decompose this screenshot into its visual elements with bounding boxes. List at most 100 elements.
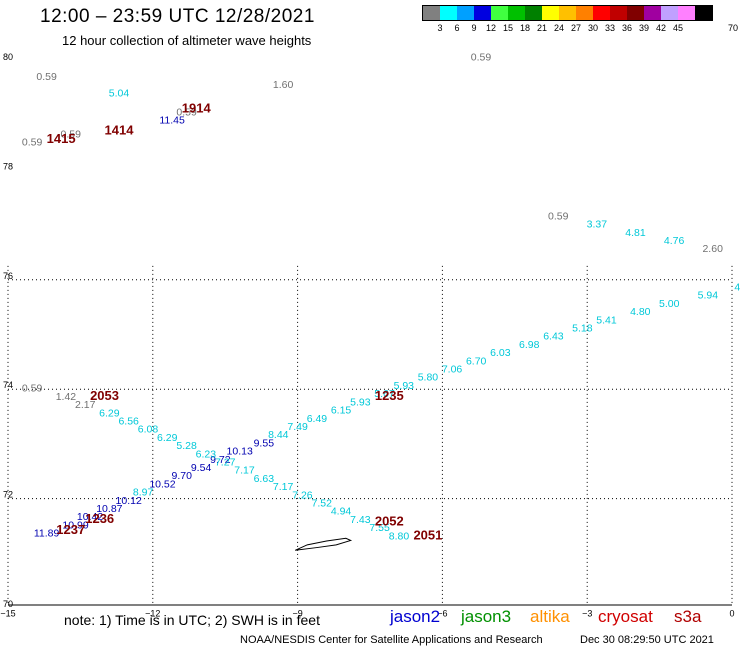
utc-time-label: 1414 bbox=[105, 123, 135, 138]
credit-line: NOAA/NESDIS Center for Satellite Applica… bbox=[240, 634, 543, 646]
legend-swatch bbox=[559, 6, 576, 20]
legend-label: 21 bbox=[536, 23, 548, 33]
swh-value: 2.17 bbox=[75, 399, 96, 411]
swh-value: 5.18 bbox=[572, 323, 593, 335]
legend-label: 3 bbox=[437, 23, 443, 33]
swh-value: 5.41 bbox=[596, 314, 617, 326]
swh-value: 6.29 bbox=[157, 432, 178, 444]
lat-tick-label: 70 bbox=[3, 599, 13, 609]
swh-value: 7.43 bbox=[350, 514, 371, 526]
swh-value: 3.37 bbox=[587, 219, 608, 231]
utc-time-label: 1235 bbox=[375, 388, 404, 403]
swh-value: 7.17 bbox=[234, 465, 255, 477]
satellite-jason2: jason2 bbox=[390, 607, 441, 626]
lat-tick-label: 74 bbox=[3, 380, 13, 390]
generated-timestamp: Dec 30 08:29:50 UTC 2021 bbox=[580, 634, 714, 646]
lon-tick-label: −3 bbox=[582, 608, 592, 618]
legend-swatch bbox=[491, 6, 508, 20]
legend-unit: 70 (ft) bbox=[728, 23, 740, 33]
legend-swatch bbox=[508, 6, 525, 20]
legend-label: 39 bbox=[638, 23, 650, 33]
swh-value: 11.45 bbox=[159, 115, 185, 127]
swh-value: 9.70 bbox=[172, 470, 193, 482]
swh-value: 9.72 bbox=[210, 454, 231, 466]
swh-value: 5.93 bbox=[394, 380, 415, 392]
legend-swatch bbox=[576, 6, 593, 20]
lon-tick-label: −6 bbox=[437, 608, 447, 618]
swh-value: 10.12 bbox=[116, 495, 142, 507]
swh-value: 9.54 bbox=[191, 462, 212, 474]
utc-time-label: 2051 bbox=[413, 527, 442, 542]
swh-value: 4.76 bbox=[664, 235, 685, 247]
swh-value: 5.93 bbox=[350, 396, 371, 408]
swh-value: 8.97 bbox=[133, 487, 154, 499]
lon-tick-label: −12 bbox=[145, 608, 160, 618]
utc-time-label: 1236 bbox=[85, 511, 114, 526]
legend-swatch bbox=[542, 6, 559, 20]
legend-swatch bbox=[610, 6, 627, 20]
swh-value: 4.81 bbox=[625, 227, 646, 239]
swh-value: 6.08 bbox=[138, 424, 159, 436]
legend-swatch bbox=[474, 6, 491, 20]
swh-value: 0.59 bbox=[22, 383, 43, 395]
legend-swatch bbox=[627, 6, 644, 20]
swh-value: 10.87 bbox=[96, 503, 122, 515]
swh-value: 4.9 bbox=[734, 281, 740, 293]
swh-value: 1.42 bbox=[56, 391, 77, 403]
swh-value: 5.67 bbox=[374, 388, 395, 400]
utc-time-label: 2053 bbox=[90, 388, 119, 403]
legend-swatch bbox=[440, 6, 457, 20]
jan-mayen-outline bbox=[294, 537, 353, 551]
swh-value: 5.94 bbox=[698, 290, 719, 302]
swh-value: 10.99 bbox=[62, 519, 88, 531]
satellite-cryosat: cryosat bbox=[598, 607, 653, 626]
legend-label: 33 bbox=[604, 23, 616, 33]
swh-value: 1.60 bbox=[273, 79, 294, 91]
swh-value: 9.55 bbox=[254, 437, 275, 449]
legend-label: 6 bbox=[454, 23, 460, 33]
legend-label: 45 bbox=[672, 23, 684, 33]
satellite-altika: altika bbox=[530, 607, 570, 626]
legend-label: 42 bbox=[655, 23, 667, 33]
utc-time-label: 2052 bbox=[375, 514, 404, 529]
lat-tick-label: 76 bbox=[3, 271, 13, 281]
swh-value: 5.28 bbox=[176, 440, 197, 452]
lon-tick-label: 0 bbox=[729, 608, 734, 618]
lon-tick-label: −15 bbox=[0, 608, 15, 618]
swh-value: 4.80 bbox=[630, 306, 651, 318]
swh-value: 0.59 bbox=[22, 137, 43, 149]
legend-swatch bbox=[593, 6, 610, 20]
lat-tick-label: 80 bbox=[3, 52, 13, 62]
swh-value: 10.13 bbox=[227, 446, 253, 458]
lat-tick-label: 72 bbox=[3, 490, 13, 500]
swh-value: 7.49 bbox=[287, 421, 308, 433]
swh-value: 5.04 bbox=[109, 87, 130, 99]
lon-tick-label: −9 bbox=[292, 608, 302, 618]
legend-label: 24 bbox=[553, 23, 565, 33]
satellite-s3a: s3a bbox=[674, 607, 702, 626]
swh-value: 6.23 bbox=[196, 448, 217, 460]
legend-swatch bbox=[423, 6, 440, 20]
legend-swatches bbox=[422, 5, 713, 21]
legend-label: 30 bbox=[587, 23, 599, 33]
swh-value: 6.03 bbox=[490, 347, 511, 359]
swh-value: 6.49 bbox=[307, 413, 328, 425]
footnote: note: 1) Time is in UTC; 2) SWH is in fe… bbox=[64, 612, 320, 628]
swh-value: 7.55 bbox=[369, 522, 390, 534]
legend-label: 36 bbox=[621, 23, 633, 33]
legend-label: 27 bbox=[570, 23, 582, 33]
swh-value: 8.44 bbox=[268, 429, 289, 441]
swh-value: 0.59 bbox=[176, 106, 197, 118]
swh-value: 4.94 bbox=[331, 506, 352, 518]
swh-value: 6.15 bbox=[331, 405, 352, 417]
legend-swatch bbox=[678, 6, 695, 20]
swh-value: 6.29 bbox=[99, 407, 120, 419]
swh-value: 10.42 bbox=[77, 511, 103, 523]
satellite-jason3: jason3 bbox=[461, 607, 512, 626]
swh-value: 2.60 bbox=[702, 243, 723, 255]
legend-label: 15 bbox=[502, 23, 514, 33]
page-title: 12:00 – 23:59 UTC 12/28/2021 bbox=[40, 6, 315, 27]
